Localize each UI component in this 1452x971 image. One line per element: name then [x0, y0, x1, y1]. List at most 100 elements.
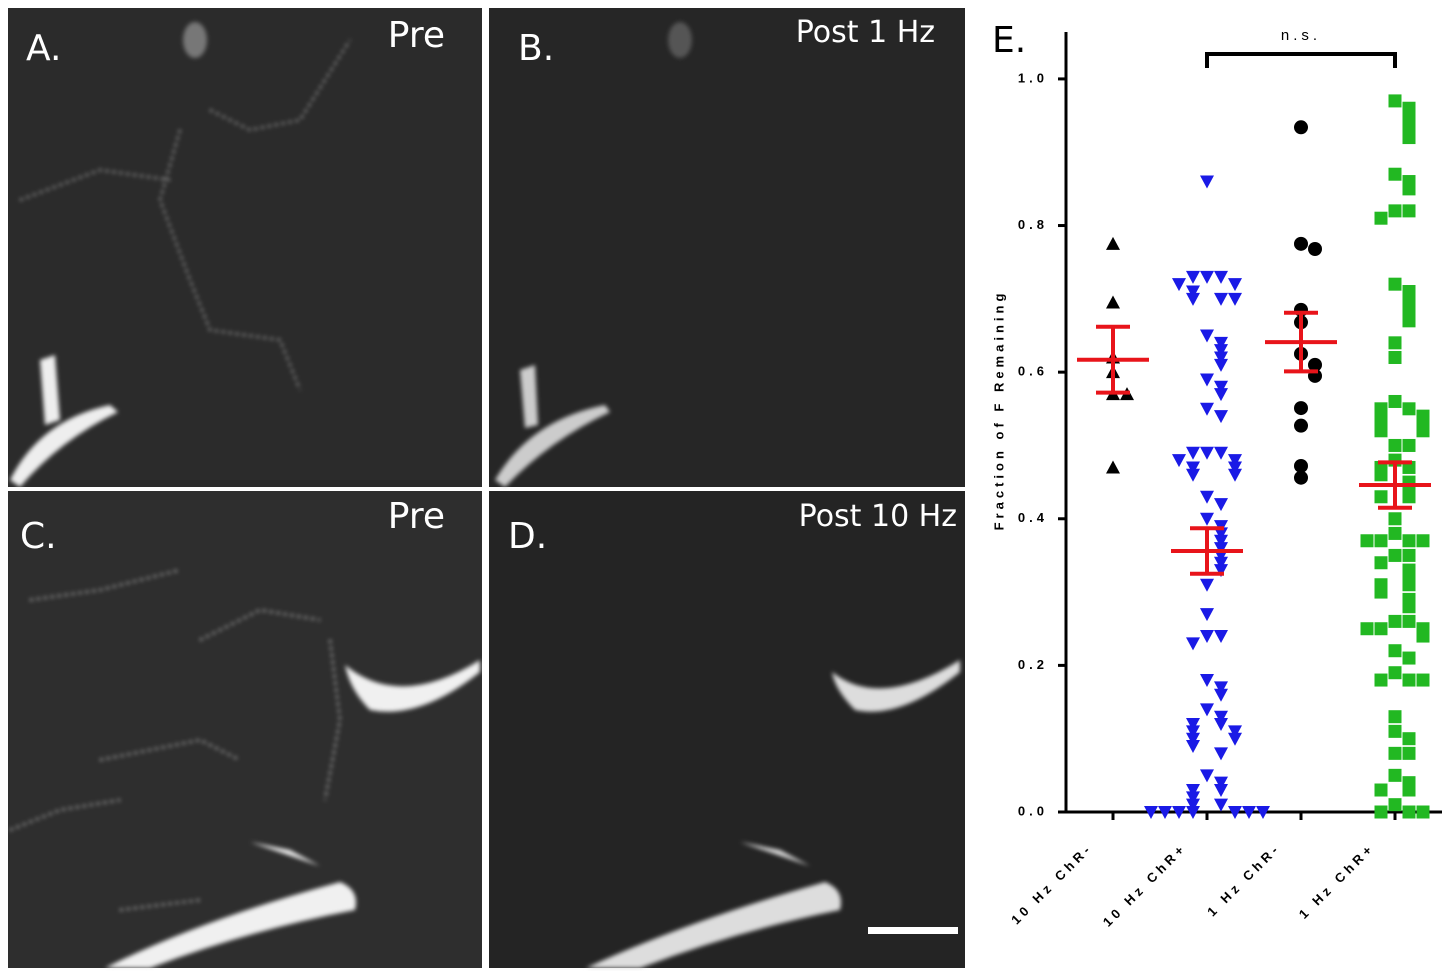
data-point: [1402, 204, 1416, 218]
x-tick-label: 10 Hz ChR+: [1100, 840, 1190, 930]
x-tick-label: 1 Hz ChR+: [1296, 840, 1378, 922]
panel-condition: Pre: [388, 496, 445, 537]
data-point: [1214, 380, 1228, 394]
data-point: [1374, 622, 1388, 636]
data-point: [1214, 556, 1228, 570]
data-point: [1388, 614, 1402, 628]
data-point: [1228, 292, 1242, 306]
data-point: [1214, 336, 1228, 350]
micrograph: [8, 491, 482, 968]
data-point: [1374, 585, 1388, 599]
data-point: [1308, 241, 1322, 256]
data-point: [1388, 798, 1402, 812]
data-point: [1200, 512, 1214, 526]
y-tick-label: 1.0: [1018, 70, 1048, 85]
data-point: [1388, 512, 1402, 526]
data-point: [1388, 548, 1402, 562]
data-point: [1402, 805, 1416, 819]
data-point: [1294, 401, 1308, 416]
data-point: [1158, 806, 1172, 819]
data-point: [1186, 791, 1200, 805]
data-point: [1200, 578, 1214, 592]
data-point: [1388, 768, 1402, 782]
data-point: [1388, 167, 1402, 181]
data-point: [1214, 747, 1228, 761]
data-point: [1374, 490, 1388, 504]
cell: [10, 355, 118, 487]
y-tick-label: 0.8: [1018, 217, 1048, 232]
data-point: [1416, 673, 1430, 687]
data-point: [1214, 446, 1228, 460]
data-point: [1374, 673, 1388, 687]
data-point: [1214, 798, 1228, 812]
data-point: [1214, 776, 1228, 790]
x-tick-label: 10 Hz ChR-: [1008, 840, 1095, 927]
data-point: [1402, 614, 1416, 628]
cell: [495, 365, 610, 487]
significance-bracket: [1205, 52, 1397, 68]
data-point: [1200, 402, 1214, 416]
data-point: [1200, 630, 1214, 644]
data-point: [1388, 277, 1402, 291]
data-point: [1214, 498, 1228, 512]
data-point: [1186, 732, 1200, 746]
data-point: [1294, 236, 1308, 251]
data-point: [1388, 438, 1402, 452]
data-point: [1402, 534, 1416, 548]
data-point: [1416, 534, 1430, 548]
data-point: [1402, 182, 1416, 196]
cell: [668, 22, 692, 58]
data-point: [1214, 292, 1228, 306]
x-tick-label: 1 Hz ChR-: [1204, 840, 1283, 919]
data-point: [1294, 458, 1308, 473]
data-point: [1214, 388, 1228, 402]
data-point: [1106, 295, 1120, 309]
data-point: [1402, 578, 1416, 592]
data-point: [1388, 746, 1402, 760]
data-point: [1388, 204, 1402, 218]
data-point: [1374, 534, 1388, 548]
micrograph: [489, 491, 965, 968]
data-point: [1374, 805, 1388, 819]
data-point: [1388, 724, 1402, 738]
panel-d: [489, 491, 965, 968]
data-point: [1416, 629, 1430, 643]
data-point: [1388, 710, 1402, 724]
y-tick-label: 0.2: [1018, 657, 1048, 672]
data-point: [1388, 526, 1402, 540]
data-point: [1214, 270, 1228, 284]
data-point: [1214, 688, 1228, 702]
data-point: [1374, 556, 1388, 570]
data-point: [1214, 358, 1228, 372]
data-point: [1402, 314, 1416, 328]
data-point: [1200, 373, 1214, 387]
data-point: [1186, 637, 1200, 651]
data-point: [1106, 236, 1120, 250]
significance-label: n.s.: [1281, 27, 1321, 44]
data-point: [1402, 746, 1416, 760]
chart: E. Fraction of F Remaining 0.0 0.2 0.4 0.6 0…: [991, 20, 1442, 930]
data-point: [1388, 350, 1402, 364]
data-point: [1214, 710, 1228, 724]
data-point: [1388, 666, 1402, 680]
neurite: [19, 39, 351, 391]
data-point: [1214, 564, 1228, 578]
data-point: [1186, 446, 1200, 460]
data-point: [1214, 534, 1228, 548]
data-point: [1402, 402, 1416, 416]
data-point: [1200, 674, 1214, 688]
y-tick-label: 0.6: [1018, 364, 1048, 379]
micrograph: [489, 8, 965, 487]
data-point: [1200, 446, 1214, 460]
panel-b: [489, 8, 965, 487]
data-point: [1228, 454, 1242, 468]
data-point: [1214, 630, 1228, 644]
data-point: [1402, 438, 1416, 452]
data-point: [1214, 351, 1228, 365]
data-point: [1374, 211, 1388, 225]
data-point: [1186, 725, 1200, 739]
panel-label: D.: [508, 516, 547, 557]
data-point: [1388, 644, 1402, 658]
data-point: [1144, 806, 1158, 819]
data-point: [1242, 806, 1256, 819]
